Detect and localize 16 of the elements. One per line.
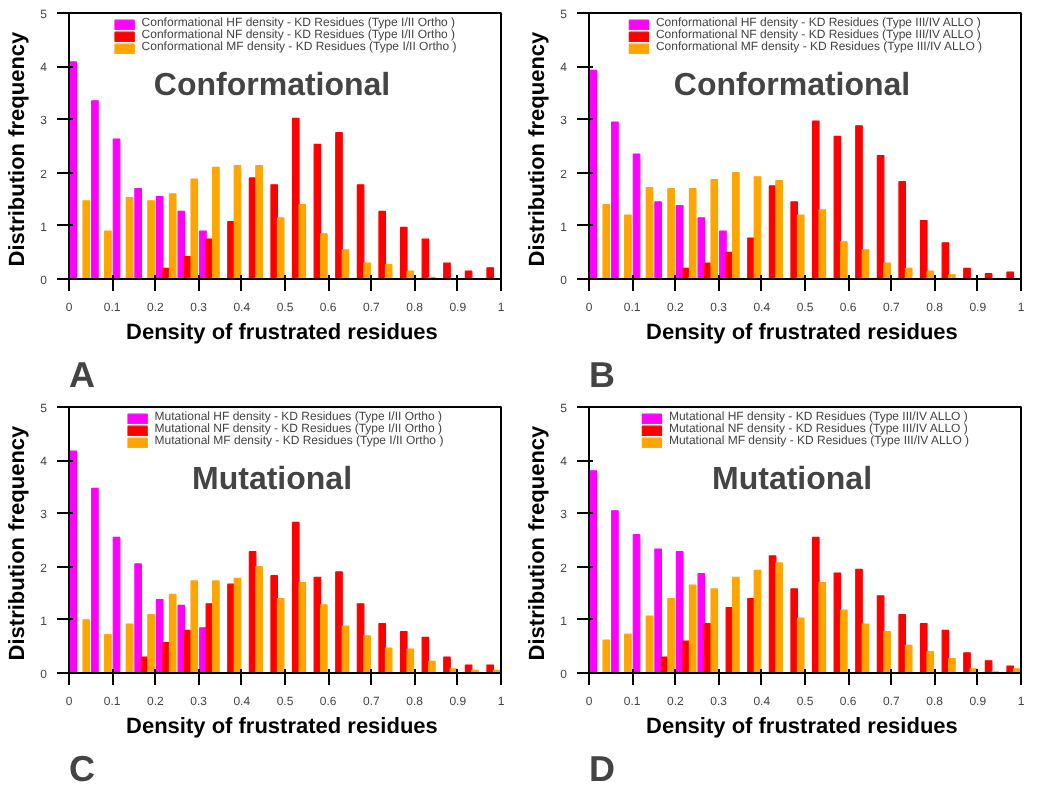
text: D	[589, 749, 615, 788]
y-axis-title: Distribution frequency	[6, 423, 31, 661]
x-axis-title: Density of frustrated residues	[646, 321, 958, 345]
y-axis-title: Distribution frequency	[526, 423, 551, 661]
text: Mutational	[192, 463, 353, 498]
y-axis-title: Distribution frequency	[526, 29, 551, 267]
x-axis-title: Density of frustrated residues	[126, 715, 438, 739]
text: C	[69, 749, 95, 788]
text: B	[589, 355, 615, 395]
x-axis-title: Density of frustrated residues	[126, 321, 438, 345]
text: Mutational	[712, 463, 873, 498]
x-axis-title: Density of frustrated residues	[646, 715, 958, 739]
text: A	[69, 355, 95, 395]
text: Conformational	[153, 69, 391, 104]
y-axis-title: Distribution frequency	[6, 29, 31, 267]
text: Conformational	[673, 69, 911, 104]
